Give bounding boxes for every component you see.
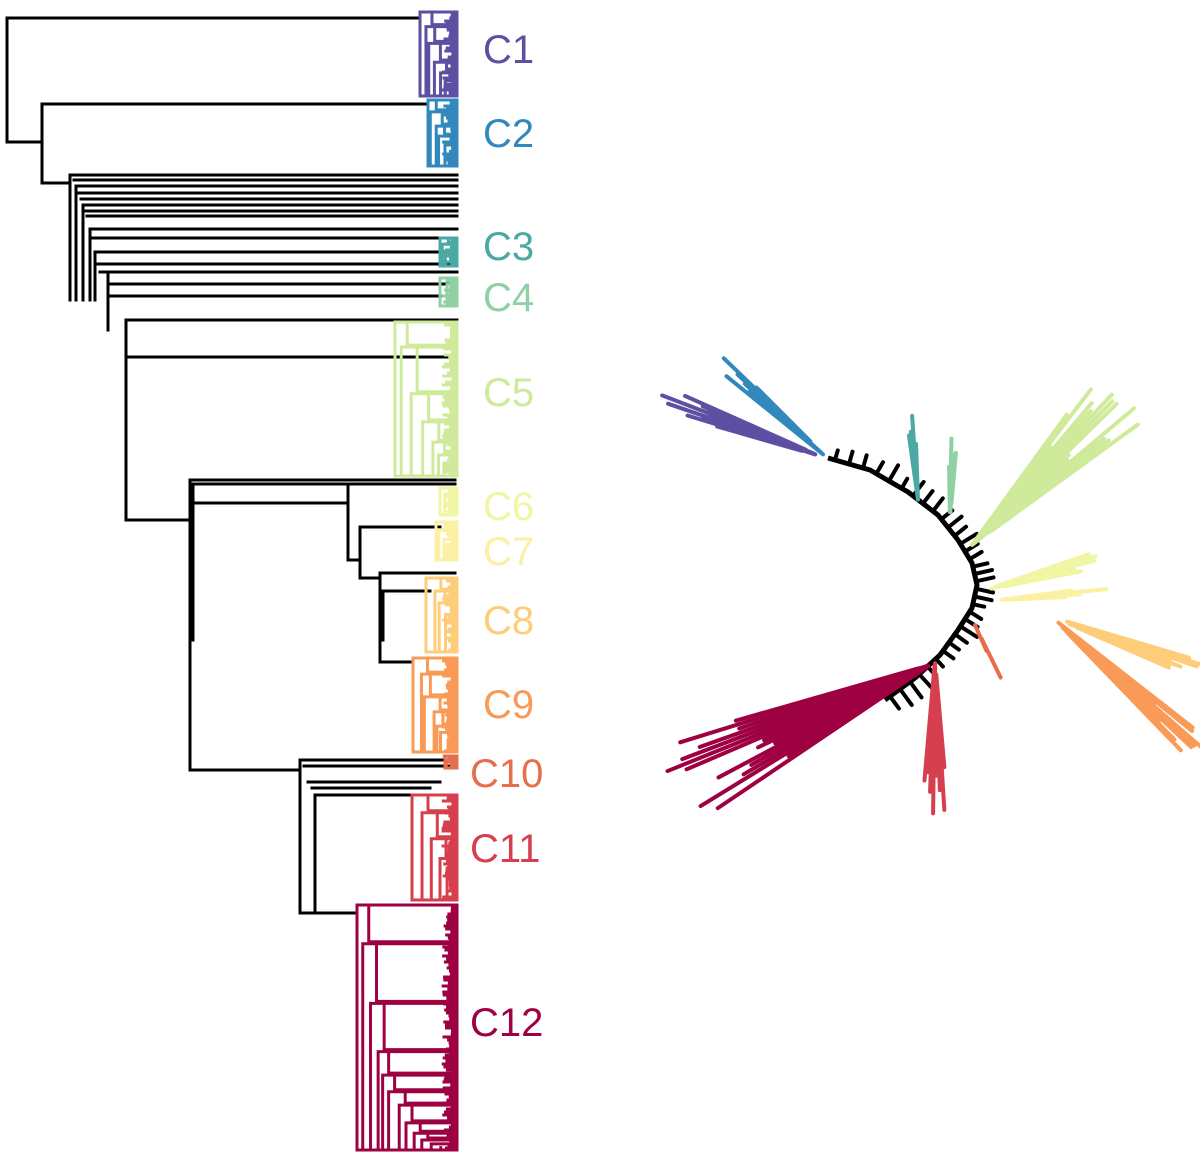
backbone-stub: [963, 541, 980, 554]
cluster-label-c4: C4: [483, 276, 534, 320]
radial-clade-c11: [922, 661, 947, 816]
clade-c12: [355, 903, 459, 1152]
radial-branch-c5: [990, 422, 1140, 533]
backbone-stub: [970, 602, 987, 609]
clade-c4: [438, 276, 459, 308]
backbone-stub: [967, 609, 984, 621]
backbone-stub: [958, 624, 979, 639]
backbone-stub: [887, 463, 901, 483]
cluster-label-c12: C12: [470, 1001, 543, 1045]
radial-branch-c1: [683, 393, 808, 452]
clade-c12-branches: [355, 903, 459, 1152]
clade-c5: [393, 320, 459, 478]
backbone-stub: [898, 687, 914, 707]
clade-c11: [410, 793, 459, 902]
backbone-branches: [5, 16, 459, 915]
cluster-label-c7: C7: [483, 530, 534, 574]
clade-c3-branches: [438, 236, 459, 268]
cluster-label-c5: C5: [483, 371, 534, 415]
radial-backbone: [827, 455, 980, 703]
cluster-labels: C1 C2 C3 C4 C5 C6 C7 C8 C9 C10 C11 C12: [470, 28, 543, 1045]
dendrogram-backbone: [5, 16, 459, 915]
backbone-stub: [967, 549, 984, 562]
cluster-label-c3: C3: [483, 225, 534, 269]
clade-c2-branches: [426, 98, 459, 168]
backbone-stub: [874, 460, 885, 476]
backbone-stub: [952, 524, 969, 538]
backbone-stub: [970, 561, 990, 569]
radial-branch-c10: [973, 623, 989, 653]
cluster-label-c11: C11: [470, 827, 540, 871]
clade-c5-branches: [393, 320, 459, 478]
clade-c11-branches: [410, 793, 459, 902]
radial-branch-c12: [733, 666, 920, 723]
radial-clade-c10: [973, 623, 1003, 680]
radial-clade-c9: [1056, 620, 1200, 753]
cluster-label-c8: C8: [483, 599, 534, 643]
backbone-stub: [917, 672, 934, 690]
cluster-label-c1: C1: [483, 28, 534, 72]
radial-clade-c1: [660, 393, 818, 457]
backbone-stub: [933, 656, 945, 669]
cluster-label-c2: C2: [483, 112, 534, 156]
radial-branch-c6: [1003, 569, 1083, 589]
cluster-label-c9: C9: [483, 683, 534, 727]
clade-c10: [442, 754, 459, 770]
clade-c8: [424, 576, 459, 654]
clade-c9-branches: [411, 656, 459, 754]
cluster-label-c10: C10: [470, 752, 543, 796]
backbone-stub: [958, 531, 979, 546]
radial-clade-c4: [947, 436, 958, 515]
clade-c4-branches: [438, 276, 459, 308]
backbone-stub: [972, 568, 994, 576]
unrooted-radial-tree: [660, 356, 1200, 816]
radial-branch-c8: [1075, 625, 1171, 670]
clade-c9: [411, 656, 459, 754]
radial-clade-c5: [970, 387, 1140, 547]
clade-c6-branches: [438, 486, 459, 517]
radial-branch-c9: [1066, 631, 1183, 753]
radial-clade-c12: [665, 663, 931, 811]
backbone-stub: [921, 489, 935, 506]
backbone-stub: [899, 476, 910, 491]
backbone-stub: [941, 648, 956, 661]
clade-c3: [438, 236, 459, 268]
clade-c7-branches: [434, 520, 459, 562]
backbone-stub: [908, 679, 924, 700]
clade-c10-branches: [442, 754, 459, 770]
clade-c8-branches: [424, 576, 459, 654]
radial-branch-c3: [914, 441, 920, 500]
radial-branch-c11: [922, 664, 937, 783]
radial-clade-c7: [999, 587, 1109, 602]
clade-c1-branches: [418, 10, 459, 98]
radial-branch-c2: [754, 385, 813, 444]
rectangular-dendrogram: [5, 10, 459, 1152]
backbone-stub: [931, 496, 945, 514]
backbone-stub: [972, 594, 994, 603]
radial-clade-c8: [1065, 619, 1200, 670]
radial-backbone-stubs: [833, 448, 996, 711]
backbone-stub: [888, 694, 901, 711]
backbone-stub: [833, 448, 840, 462]
clade-c7: [434, 520, 459, 562]
clade-c1: [418, 10, 459, 98]
radial-clade-c2: [721, 356, 825, 457]
radial-clade-c6: [989, 552, 1098, 591]
backbone-stub: [847, 449, 855, 466]
backbone-stub: [947, 640, 961, 652]
cluster-label-c6: C6: [483, 485, 534, 529]
radial-branch-c4: [949, 450, 958, 506]
radial-branch-c7: [1005, 595, 1068, 602]
backbone-stub: [953, 632, 969, 645]
clade-c6: [438, 486, 459, 517]
clade-c2: [426, 98, 459, 168]
backbone-stub: [861, 453, 869, 470]
backbone-stub: [974, 575, 996, 584]
radial-clade-c3: [906, 413, 920, 502]
backbone-stub: [946, 514, 964, 530]
backbone-stub: [974, 586, 996, 595]
